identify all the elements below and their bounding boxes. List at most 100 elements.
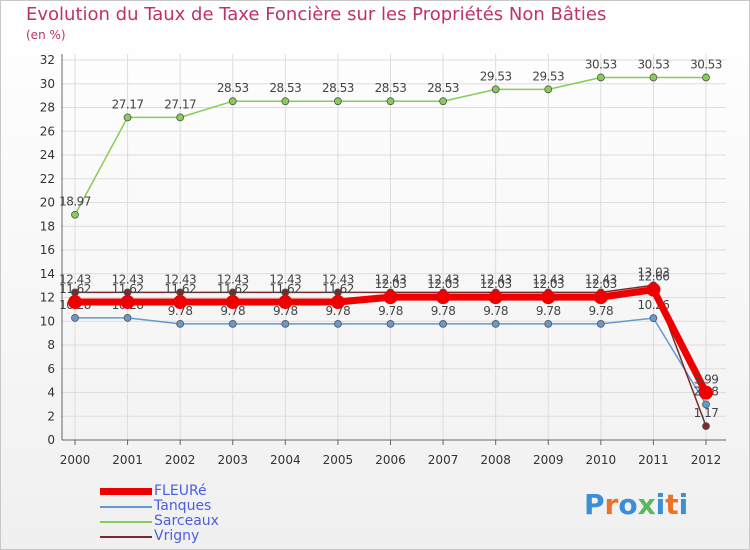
data-point-fleur-: [699, 385, 713, 400]
x-tick-label: 2012: [691, 453, 722, 467]
chart-title: Evolution du Taux de Taxe Foncière sur l…: [26, 4, 607, 25]
data-label-vrigny: 12.43: [112, 272, 144, 286]
data-label-fleur-: 3.99: [694, 373, 719, 387]
data-label-sarceaux: 30.53: [690, 57, 722, 71]
data-point-tanques: [439, 319, 447, 328]
data-label-sarceaux: 30.53: [637, 57, 669, 71]
data-label-sarceaux: 27.17: [164, 97, 196, 111]
data-point-tanques: [491, 319, 500, 328]
logo-letter: t: [665, 488, 679, 521]
data-label-vrigny: 12.43: [427, 272, 459, 286]
data-label-vrigny: 12.43: [217, 272, 249, 286]
data-label-sarceaux: 28.53: [375, 81, 407, 95]
y-tick-label: 32: [40, 53, 55, 67]
data-point-fleur-: [541, 290, 556, 305]
data-label-tanques: 9.78: [378, 304, 403, 318]
data-point-fleur-: [120, 295, 135, 310]
data-point-fleur-: [278, 295, 293, 310]
data-label-vrigny: 12.43: [532, 272, 564, 286]
data-point-tanques: [649, 314, 658, 323]
data-label-sarceaux: 29.53: [480, 69, 512, 83]
data-label-fleur-: 11.62: [217, 282, 249, 296]
data-label-fleur-: 11.62: [59, 282, 91, 296]
y-tick-label: 22: [40, 172, 55, 186]
x-tick-label: 2000: [60, 453, 91, 467]
logo-letter: o: [618, 488, 638, 521]
data-label-fleur-: 12.03: [427, 277, 459, 291]
data-label-sarceaux: 29.53: [532, 69, 564, 83]
y-tick-label: 14: [40, 267, 55, 281]
data-point-tanques: [334, 319, 342, 328]
data-label-fleur-: 12.03: [585, 277, 617, 291]
data-point-sarceaux: [228, 97, 237, 106]
data-label-tanques: 9.78: [536, 304, 561, 318]
data-point-fleur-: [225, 295, 240, 310]
legend-label: Sarceaux: [154, 513, 219, 529]
data-point-tanques: [123, 314, 132, 322]
data-label-vrigny: 13.03: [637, 265, 669, 279]
data-label-sarceaux: 28.53: [217, 81, 249, 95]
y-tick-label: 6: [47, 362, 55, 376]
data-point-tanques: [544, 319, 553, 328]
data-point-sarceaux: [386, 97, 395, 106]
data-point-fleur-: [488, 290, 503, 305]
data-label-tanques: 9.78: [326, 304, 351, 318]
data-label-sarceaux: 28.53: [269, 81, 301, 95]
x-tick-label: 2007: [428, 453, 459, 467]
y-tick-label: 12: [40, 291, 55, 305]
x-tick-label: 2002: [165, 453, 196, 467]
y-axis-unit: (en %): [26, 28, 66, 42]
data-point-sarceaux: [176, 113, 185, 122]
x-tick-label: 2009: [533, 453, 564, 467]
data-point-sarceaux: [649, 73, 658, 82]
data-label-fleur-: 11.62: [322, 282, 354, 296]
x-tick-label: 2004: [270, 453, 301, 467]
data-label-vrigny: 12.43: [59, 272, 91, 286]
y-tick-label: 16: [40, 243, 55, 257]
data-point-sarceaux: [596, 73, 605, 82]
data-label-vrigny: 12.43: [480, 272, 512, 286]
data-label-fleur-: 11.62: [112, 282, 144, 296]
y-tick-label: 0: [47, 433, 55, 447]
y-tick-label: 20: [40, 196, 55, 210]
data-label-tanques: 9.78: [273, 304, 298, 318]
data-point-sarceaux: [491, 85, 500, 94]
data-label-tanques: 9.78: [588, 304, 613, 318]
data-point-fleur-: [68, 295, 82, 310]
x-tick-label: 2003: [217, 453, 248, 467]
data-label-vrigny: 1.17: [694, 406, 719, 420]
x-tick-label: 2001: [112, 453, 143, 467]
y-tick-label: 8: [47, 338, 55, 352]
data-label-tanques: 9.78: [220, 304, 245, 318]
y-tick-label: 10: [40, 314, 55, 328]
data-label-sarceaux: 27.17: [112, 97, 144, 111]
data-point-fleur-: [383, 290, 398, 305]
data-label-tanques: 9.78: [168, 304, 193, 318]
y-tick-label: 26: [40, 124, 55, 138]
y-tick-label: 4: [47, 386, 55, 400]
legend-swatch-fleure: [100, 488, 152, 495]
data-point-fleur-: [593, 290, 608, 305]
data-point-tanques: [71, 314, 79, 322]
data-point-vrigny: [702, 422, 710, 431]
data-label-sarceaux: 18.97: [59, 195, 91, 209]
data-label-fleur-: 12.03: [480, 277, 512, 291]
data-point-tanques: [281, 319, 290, 328]
logo-letter: P: [584, 488, 605, 521]
x-tick-label: 2011: [638, 453, 669, 467]
data-point-sarceaux: [439, 97, 447, 106]
data-label-sarceaux: 28.53: [427, 81, 459, 95]
y-tick-label: 28: [40, 101, 55, 115]
logo-letter: x: [637, 488, 656, 521]
data-label-fleur-: 11.62: [269, 282, 301, 296]
x-tick-label: 2008: [480, 453, 511, 467]
data-label-tanques: 9.78: [431, 304, 456, 318]
legend-label: Vrigny: [154, 528, 200, 544]
legend-swatch-tanques: [100, 506, 152, 508]
data-point-tanques: [228, 319, 237, 328]
x-tick-label: 2005: [323, 453, 354, 467]
legend-label: Tanques: [154, 498, 212, 514]
data-label-sarceaux: 30.53: [585, 57, 617, 71]
